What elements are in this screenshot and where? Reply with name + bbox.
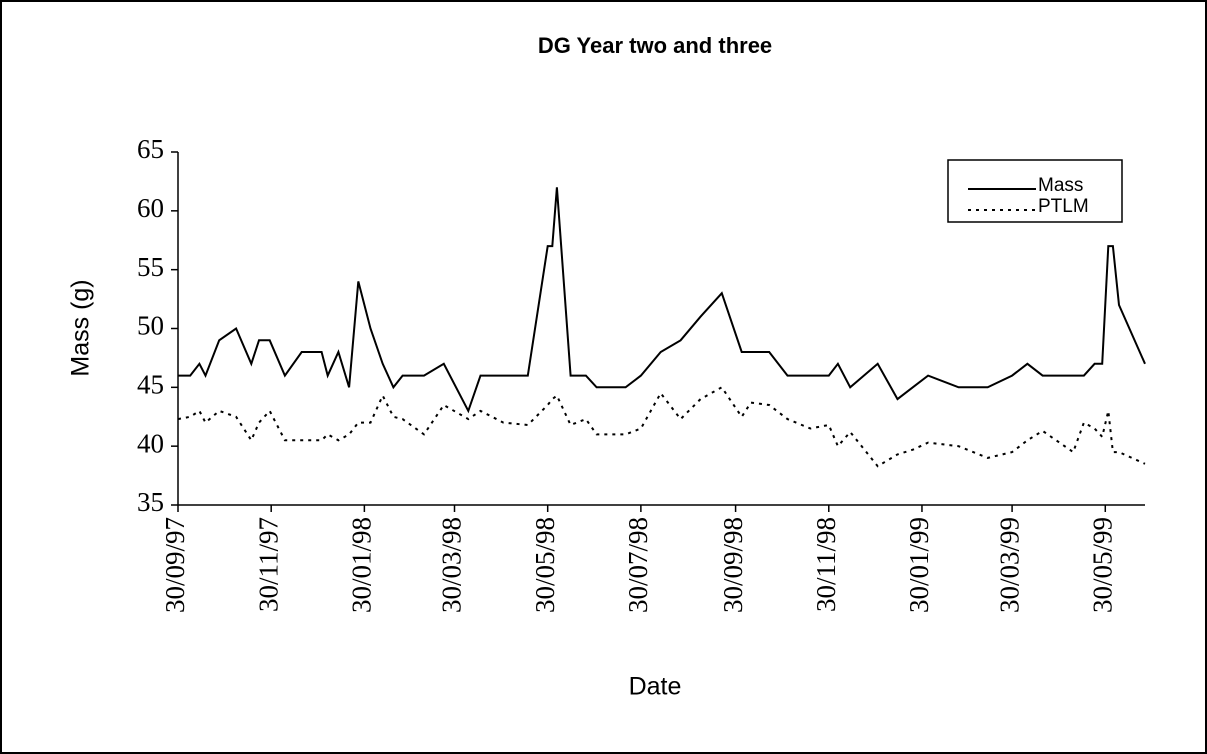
- legend-label: Mass: [1038, 175, 1083, 196]
- x-tick-label: 30/01/99: [904, 517, 934, 613]
- series-line: [177, 385, 1146, 468]
- y-tick-label: 65: [137, 134, 164, 164]
- x-tick-label: 30/05/98: [530, 517, 560, 613]
- y-tick-label: 35: [137, 487, 164, 517]
- chart-title: DG Year two and three: [538, 33, 772, 58]
- x-tick-label: 30/11/97: [253, 517, 283, 612]
- legend-label: PTLM: [1038, 196, 1089, 217]
- y-axis-label: Mass (g): [67, 279, 95, 376]
- x-tick-label: 30/03/98: [437, 517, 467, 613]
- y-tick-label: 55: [137, 252, 164, 282]
- series-line: [178, 187, 1146, 414]
- x-tick-label: 30/01/98: [347, 517, 377, 613]
- x-tick-label: 30/05/99: [1087, 517, 1117, 613]
- x-tick-label: 30/09/97: [160, 517, 190, 613]
- y-tick-label: 45: [137, 370, 164, 400]
- y-tick-label: 40: [137, 428, 164, 458]
- x-tick-label: 30/03/99: [994, 517, 1024, 613]
- x-tick-label: 30/07/98: [623, 517, 653, 613]
- x-axis-label: Date: [629, 673, 682, 701]
- y-tick-label: 60: [137, 193, 164, 223]
- x-tick-label: 30/11/98: [811, 517, 841, 612]
- y-tick-label: 50: [137, 311, 164, 341]
- legend: [947, 159, 1123, 223]
- x-tick-label: 30/09/98: [718, 517, 748, 613]
